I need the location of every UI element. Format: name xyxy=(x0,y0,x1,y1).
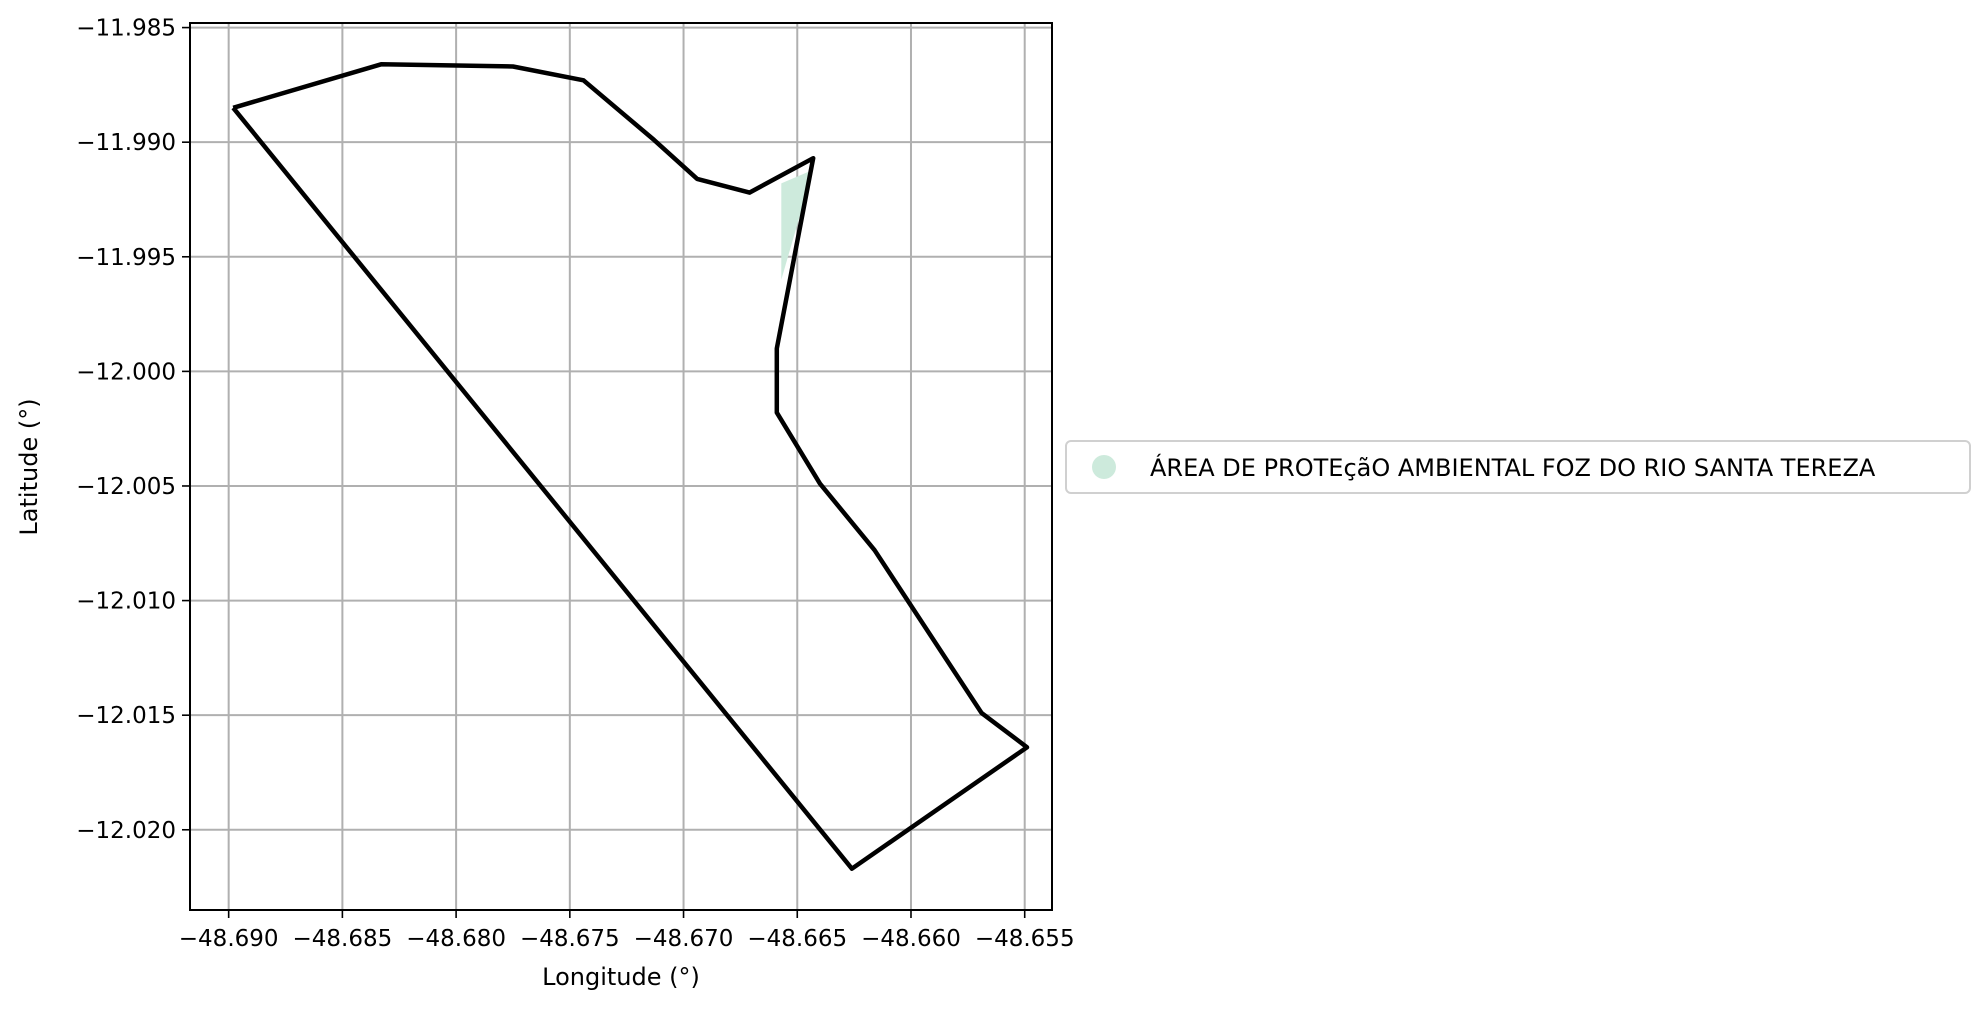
x-axis-ticks: −48.690 −48.685 −48.680 −48.675 −48.670 −48.6… xyxy=(179,910,1075,952)
y-tick-label: −12.005 xyxy=(76,474,176,500)
y-tick-label: −12.015 xyxy=(76,703,176,729)
boundary-outline-layer xyxy=(231,62,1030,871)
boundary-outline xyxy=(231,62,1030,871)
y-axis-label: Latitude (°) xyxy=(15,398,43,535)
y-axis-ticks: −11.985 −11.990 −11.995 −12.000 −12.005 −12.0… xyxy=(76,16,190,844)
x-tick-label: −48.675 xyxy=(520,926,620,952)
y-tick-label: −11.985 xyxy=(76,16,176,42)
legend-frame xyxy=(1065,440,1971,494)
x-tick-label: −48.670 xyxy=(634,926,734,952)
x-tick-label: −48.685 xyxy=(293,926,393,952)
legend-marker xyxy=(1092,455,1116,479)
x-tick-label: −48.680 xyxy=(406,926,506,952)
x-axis-label: Longitude (°) xyxy=(542,963,700,991)
y-tick-label: −11.990 xyxy=(76,130,176,156)
y-tick-label: −12.000 xyxy=(76,359,176,385)
plot-frame xyxy=(189,22,1053,911)
x-tick-label: −48.655 xyxy=(975,926,1075,952)
y-tick-label: −12.010 xyxy=(76,589,176,615)
x-tick-label: −48.665 xyxy=(747,926,847,952)
y-tick-label: −11.995 xyxy=(76,245,176,271)
x-tick-label: −48.660 xyxy=(861,926,961,952)
legend: ÁREA DE PROTEçãO AMBIENTAL FOZ DO RIO SA… xyxy=(1065,440,1971,494)
legend-label: ÁREA DE PROTEçãO AMBIENTAL FOZ DO RIO SA… xyxy=(1150,453,1876,482)
y-tick-label: −12.020 xyxy=(76,818,176,844)
x-tick-label: −48.690 xyxy=(179,926,279,952)
grid-lines xyxy=(190,23,1052,910)
